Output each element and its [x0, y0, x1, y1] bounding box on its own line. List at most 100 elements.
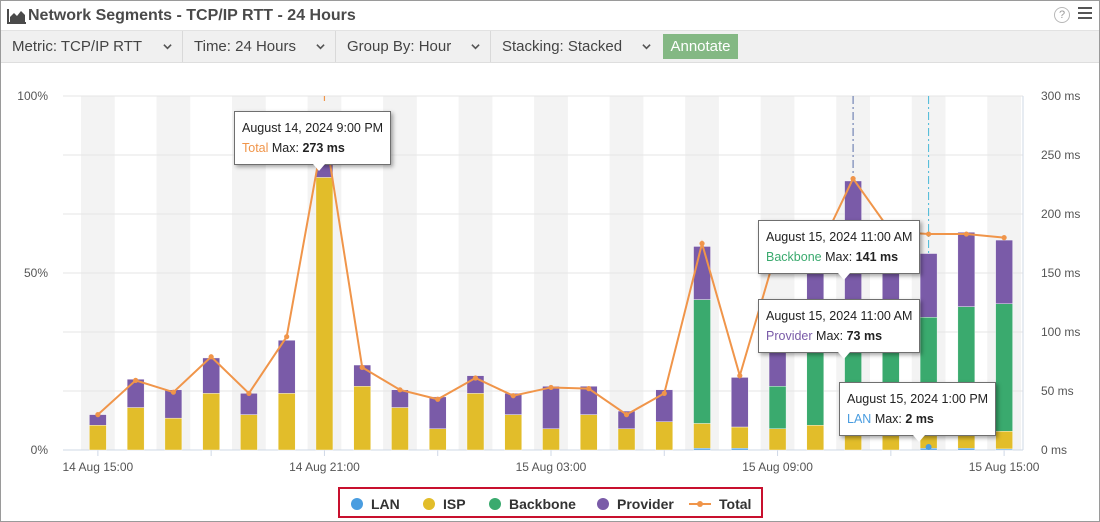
bar-segment-isp [580, 414, 598, 451]
tooltip-lan: August 15, 2024 1:00 PM LAN Max: 2 ms [839, 382, 997, 442]
stacking-dropdown[interactable]: Stacking: Stacked [491, 31, 661, 62]
total-point [208, 354, 214, 360]
tooltip-series: Total [242, 141, 269, 155]
bar-segment-lan [731, 448, 749, 451]
bar-segment-provider [277, 340, 296, 394]
tooltip-provider: August 15, 2024 11:00 AM Provider Max: 7… [758, 299, 921, 359]
tooltip-date: August 14, 2024 9:00 PM [242, 121, 384, 135]
area-chart-icon [7, 9, 26, 24]
total-point [397, 387, 403, 393]
tooltip-date: August 15, 2024 1:00 PM [847, 392, 989, 406]
chevron-down-icon [316, 44, 325, 50]
bar-segment-backbone [995, 303, 1013, 432]
chevron-down-icon [163, 44, 172, 50]
toolbar: Metric: TCP/IP RTT Time: 24 Hours Group … [1, 31, 1099, 63]
annotate-button[interactable]: Annotate [663, 34, 738, 59]
tooltip-value: 141 ms [855, 250, 899, 264]
total-point [284, 334, 290, 340]
tooltip-date: August 15, 2024 11:00 AM [766, 309, 913, 323]
bar-segment-provider [126, 379, 145, 408]
y-right-tick-label: 150 ms [1041, 266, 1080, 280]
tooltip-max-label: Max: [816, 329, 844, 343]
tooltip-value: 73 ms [846, 329, 883, 343]
total-point [1001, 235, 1007, 241]
panel-title: Network Segments - TCP/IP RTT - 24 Hours [28, 7, 356, 24]
hamburger-menu-icon[interactable] [1078, 7, 1092, 21]
legend-item-backbone[interactable]: Backbone [489, 496, 576, 512]
legend-label: LAN [371, 496, 400, 512]
chart-legend: LAN ISP Backbone Provider Total [338, 487, 763, 518]
chevron-down-icon [642, 44, 651, 50]
legend-item-total[interactable]: Total [689, 496, 751, 512]
circle-icon [489, 498, 501, 510]
group-by-dropdown-label: Group By: Hour [347, 38, 452, 55]
bar-segment-isp [277, 393, 296, 451]
bar-segment-isp [89, 425, 107, 451]
y-right-tick-label: 250 ms [1041, 148, 1080, 162]
total-point [850, 176, 856, 182]
bar-segment-backbone [693, 299, 711, 424]
bar-segment-provider [957, 232, 976, 307]
y-right-tick-label: 200 ms [1041, 207, 1080, 221]
bar-segment-isp [504, 414, 522, 451]
total-point [586, 386, 592, 392]
tooltip-max-label: Max: [825, 250, 853, 264]
circle-icon [597, 498, 609, 510]
group-by-dropdown[interactable]: Group By: Hour [336, 31, 491, 62]
y-right-tick-label: 0 ms [1041, 443, 1067, 457]
time-dropdown[interactable]: Time: 24 Hours [183, 31, 336, 62]
stacking-dropdown-label: Stacking: Stacked [502, 38, 623, 55]
bar-segment-isp [353, 386, 371, 451]
x-tick-label: 15 Aug 03:00 [516, 460, 587, 474]
x-tick-label: 14 Aug 15:00 [63, 460, 134, 474]
tooltip-max-label: Max: [271, 141, 299, 155]
total-point [548, 384, 554, 391]
bar-segment-lan [693, 448, 711, 451]
total-point [661, 390, 667, 396]
bar-segment-isp [617, 428, 636, 451]
legend-label: Backbone [509, 496, 576, 512]
circle-icon [351, 498, 363, 510]
bar-segment-lan [957, 448, 976, 451]
bar-segment-provider [240, 393, 258, 415]
legend-label: ISP [443, 496, 466, 512]
total-point [95, 412, 101, 418]
bar-segment-isp [429, 428, 447, 451]
legend-item-lan[interactable]: LAN [351, 496, 400, 512]
tooltip-series: Backbone [766, 250, 822, 264]
legend-item-isp[interactable]: ISP [423, 496, 466, 512]
total-point [359, 364, 365, 370]
total-point [510, 393, 516, 399]
x-tick-label: 15 Aug 09:00 [742, 460, 813, 474]
panel-header: Network Segments - TCP/IP RTT - 24 Hours… [1, 1, 1099, 31]
bar-segment-isp [202, 393, 220, 451]
total-point [699, 240, 705, 247]
time-dropdown-label: Time: 24 Hours [194, 38, 296, 55]
bar-segment-isp [315, 177, 334, 451]
total-point [472, 375, 479, 381]
total-point [170, 389, 176, 395]
help-icon[interactable]: ? [1054, 7, 1070, 23]
legend-label: Total [719, 496, 752, 512]
x-tick-label: 15 Aug 15:00 [969, 460, 1040, 474]
bar-segment-isp [542, 428, 560, 451]
bar-segment-provider [391, 389, 409, 408]
legend-label: Provider [617, 496, 674, 512]
bar-segment-isp [693, 423, 711, 449]
circle-icon [423, 498, 435, 510]
legend-item-provider[interactable]: Provider [597, 496, 674, 512]
chevron-down-icon [471, 44, 480, 50]
bar-segment-provider [806, 272, 825, 302]
metric-dropdown[interactable]: Metric: TCP/IP RTT [1, 31, 183, 62]
bar-segment-backbone [768, 386, 787, 429]
line-marker-icon [689, 501, 711, 507]
total-point [963, 231, 969, 237]
bar-segment-isp [391, 407, 409, 451]
tooltip-value: 2 ms [905, 412, 934, 426]
tooltip-backbone: August 15, 2024 11:00 AM Backbone Max: 1… [758, 220, 921, 280]
y-left-tick-label: 100% [17, 89, 48, 103]
bar-segment-isp [806, 425, 825, 451]
total-point [623, 412, 630, 418]
bar-segment-isp [164, 417, 183, 451]
